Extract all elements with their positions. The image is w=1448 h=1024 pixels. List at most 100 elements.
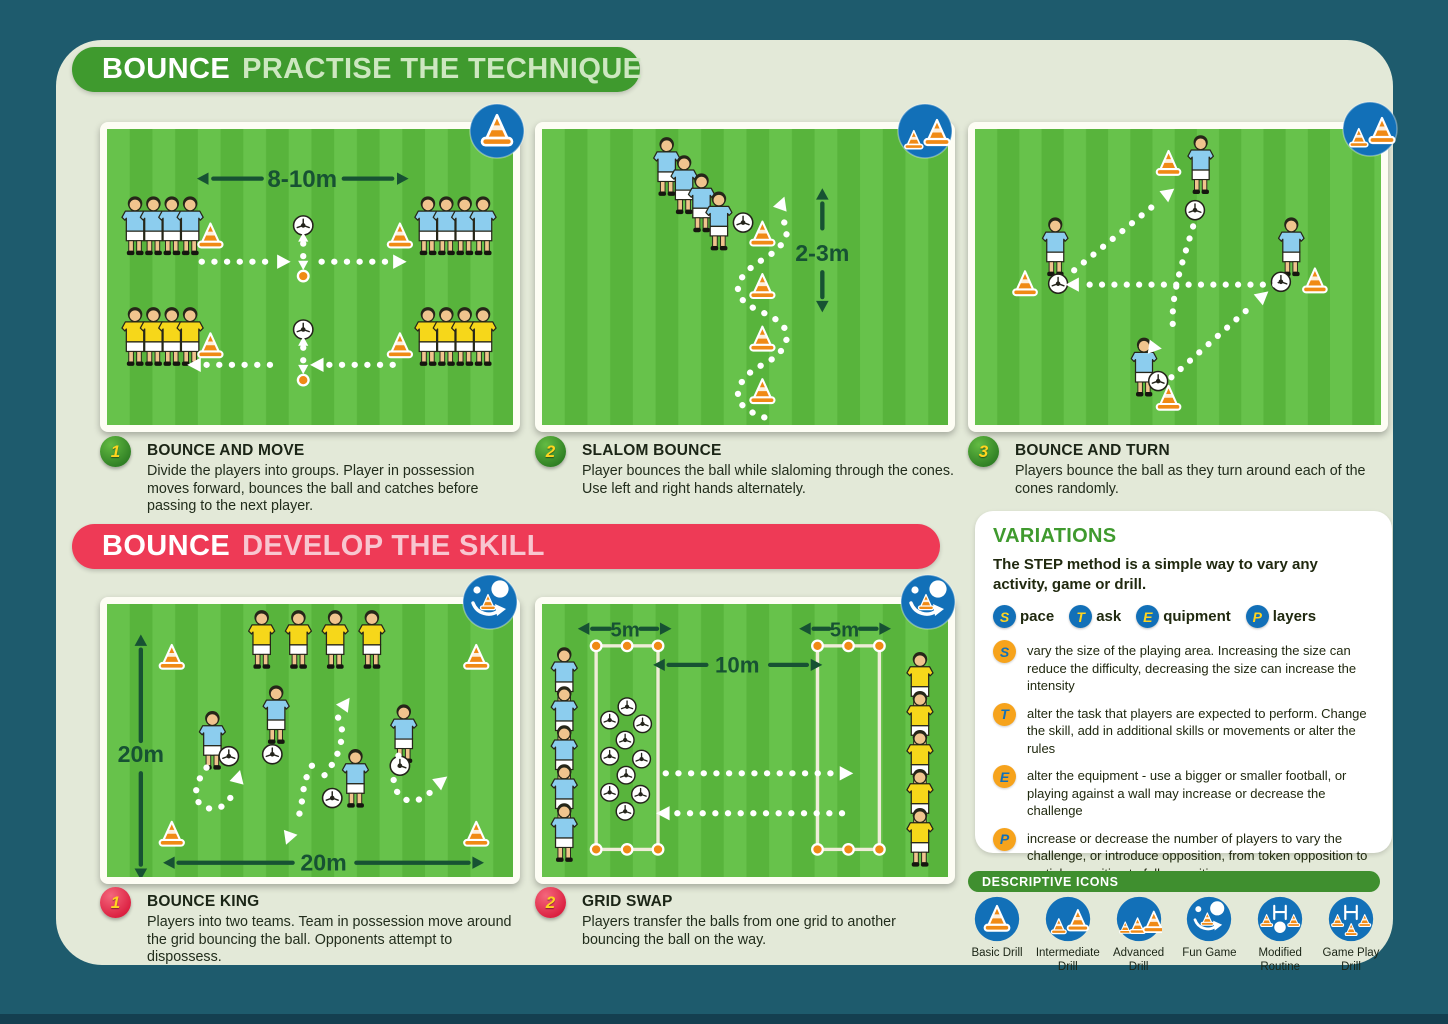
slalom-path [734,194,792,421]
transfer-arrows [656,766,854,821]
step-legend-equipment: E quipment [1136,605,1231,628]
ball-icon [1047,273,1069,294]
variations-intro: The STEP method is a simple way to vary … [993,556,1318,593]
basic-drill-icon [469,103,525,159]
svg-text:20m: 20m [300,850,346,876]
letter-p-icon: P [993,827,1016,851]
legend-fun-game: Fun Game [1174,896,1244,974]
player-column-blue [550,646,578,863]
measurement-arrow-width: 20m [163,850,484,876]
drill-number-badge: 1 [100,887,131,918]
svg-text:2-3m: 2-3m [795,240,849,266]
step-item-players: P increase or decrease the number of pla… [993,827,1374,883]
intermediate-drill-icon [1045,896,1091,942]
player-column-yellow [906,651,934,868]
bounce-marker-bottom [292,319,314,387]
drill-number-badge: 3 [968,436,999,467]
ball-icon [1147,370,1169,392]
banner-strong-text: BOUNCE [102,530,231,562]
step-item-task: T alter the task that players are expect… [993,702,1374,758]
banner-rest-text: DEVELOP THE SKILL [242,530,545,562]
legend-modified-routine: Modified Routine [1245,896,1315,974]
drill-info-slalom-bounce: 2 SLALOM BOUNCE Player bounces the ball … [535,436,954,498]
field-grid-swap: 5m 10m 5m [535,597,955,884]
banner-rest-text: PRACTISE THE TECHNIQUE [242,53,643,85]
grid-right [811,639,886,856]
movement-arrows-top [198,254,407,269]
letter-e-icon: E [993,765,1016,789]
drill-title: BOUNCE AND MOVE [147,442,305,459]
movement-arrows [1065,182,1279,381]
legend-game-play-drill: Game Play Drill [1316,896,1386,974]
game-play-drill-icon [1328,896,1374,942]
drill-number-badge: 2 [535,887,566,918]
drill-title: BOUNCE KING [147,893,260,910]
measurement-arrow-gap: 2-3m [795,188,849,313]
step-item-equipment: E alter the equipment - use a bigger or … [993,765,1374,820]
ball-icon [321,787,343,809]
drill-title: GRID SWAP [582,893,673,910]
descriptive-icons-banner: DESCRIPTIVE ICONS [968,871,1380,892]
intermediate-drill-icon [897,103,953,159]
drill-info-bounce-king: 1 BOUNCE KING Players into two teams. Te… [100,887,519,967]
svg-text:10m: 10m [715,653,759,678]
bounce-marker-top [292,215,314,283]
drill-description: Players transfer the balls from one grid… [582,914,896,948]
legend-advanced-drill: Advanced Drill [1104,896,1174,974]
measurement-arrow-height: 20m [118,634,164,877]
variations-title: VARIATIONS [993,525,1117,547]
drill-number-badge: 2 [535,436,566,467]
ball-icon [732,212,754,233]
fun-game-icon [900,574,956,630]
step-item-space: S vary the size of the playing area. Inc… [993,640,1374,695]
field-bounce-and-move: 8-10m [100,122,520,432]
basic-drill-icon [974,896,1020,942]
section-banner-technique: BOUNCE PRACTISE THE TECHNIQUE [72,47,643,92]
fun-game-icon [1186,896,1232,942]
legend-intermediate-drill: Intermediate Drill [1033,896,1103,974]
step-legend-players: P layers [1245,605,1316,628]
fun-game-icon [462,574,518,630]
descriptive-icons-row: Basic Drill Intermediate Drill Advanced … [962,896,1386,974]
step-legend: S pace T ask E quipment P layers [993,605,1374,628]
svg-text:20m: 20m [118,741,164,767]
ball-icon [218,745,240,767]
ball-icon [261,744,283,765]
step-legend-space: S pace [993,605,1054,628]
drill-description: Players into two teams. Team in possessi… [147,914,512,966]
drill-description: Divide the players into groups. Player i… [147,463,479,515]
letter-p-icon: P [1245,605,1269,628]
section-banner-skill: BOUNCE DEVELOP THE SKILL [72,524,940,569]
measurement-arrow-mid: 10m [653,653,823,678]
drill-title: BOUNCE AND TURN [1015,442,1170,459]
drill-description: Player bounces the ball while slaloming … [582,463,954,497]
svg-text:5m: 5m [610,619,639,641]
banner-strong-text: BOUNCE [102,53,231,85]
measurement-arrow-left-grid: 5m [577,619,672,641]
svg-text:8-10m: 8-10m [267,166,337,193]
drill-number-badge: 1 [100,436,131,467]
letter-s-icon: S [993,605,1016,628]
legend-basic-drill: Basic Drill [962,896,1032,974]
grid-left [589,639,665,856]
letter-t-icon: T [1069,605,1093,628]
ball-icon [1184,199,1206,221]
letter-e-icon: E [1136,605,1160,628]
measurement-arrow-width: 8-10m [196,166,409,193]
measurement-arrow-right-grid: 5m [799,619,891,641]
drill-info-grid-swap: 2 GRID SWAP Players transfer the balls f… [535,887,954,949]
modified-routine-icon [1257,896,1303,942]
intermediate-drill-icon [1342,101,1398,157]
letter-t-icon: T [993,702,1016,726]
variations-panel: VARIATIONS The STEP method is a simple w… [975,511,1392,881]
drill-description: Players bounce the ball as they turn aro… [1015,463,1366,497]
movement-arrows-bottom [187,357,399,373]
page-bottom-edge [0,1014,1448,1024]
dribble-paths [192,693,452,848]
letter-s-icon: S [993,640,1016,663]
drill-info-bounce-and-move: 1 BOUNCE AND MOVE Divide the players int… [100,436,519,516]
step-legend-task: T ask [1069,605,1121,628]
field-bounce-and-turn [968,122,1388,432]
advanced-drill-icon [1116,896,1162,942]
